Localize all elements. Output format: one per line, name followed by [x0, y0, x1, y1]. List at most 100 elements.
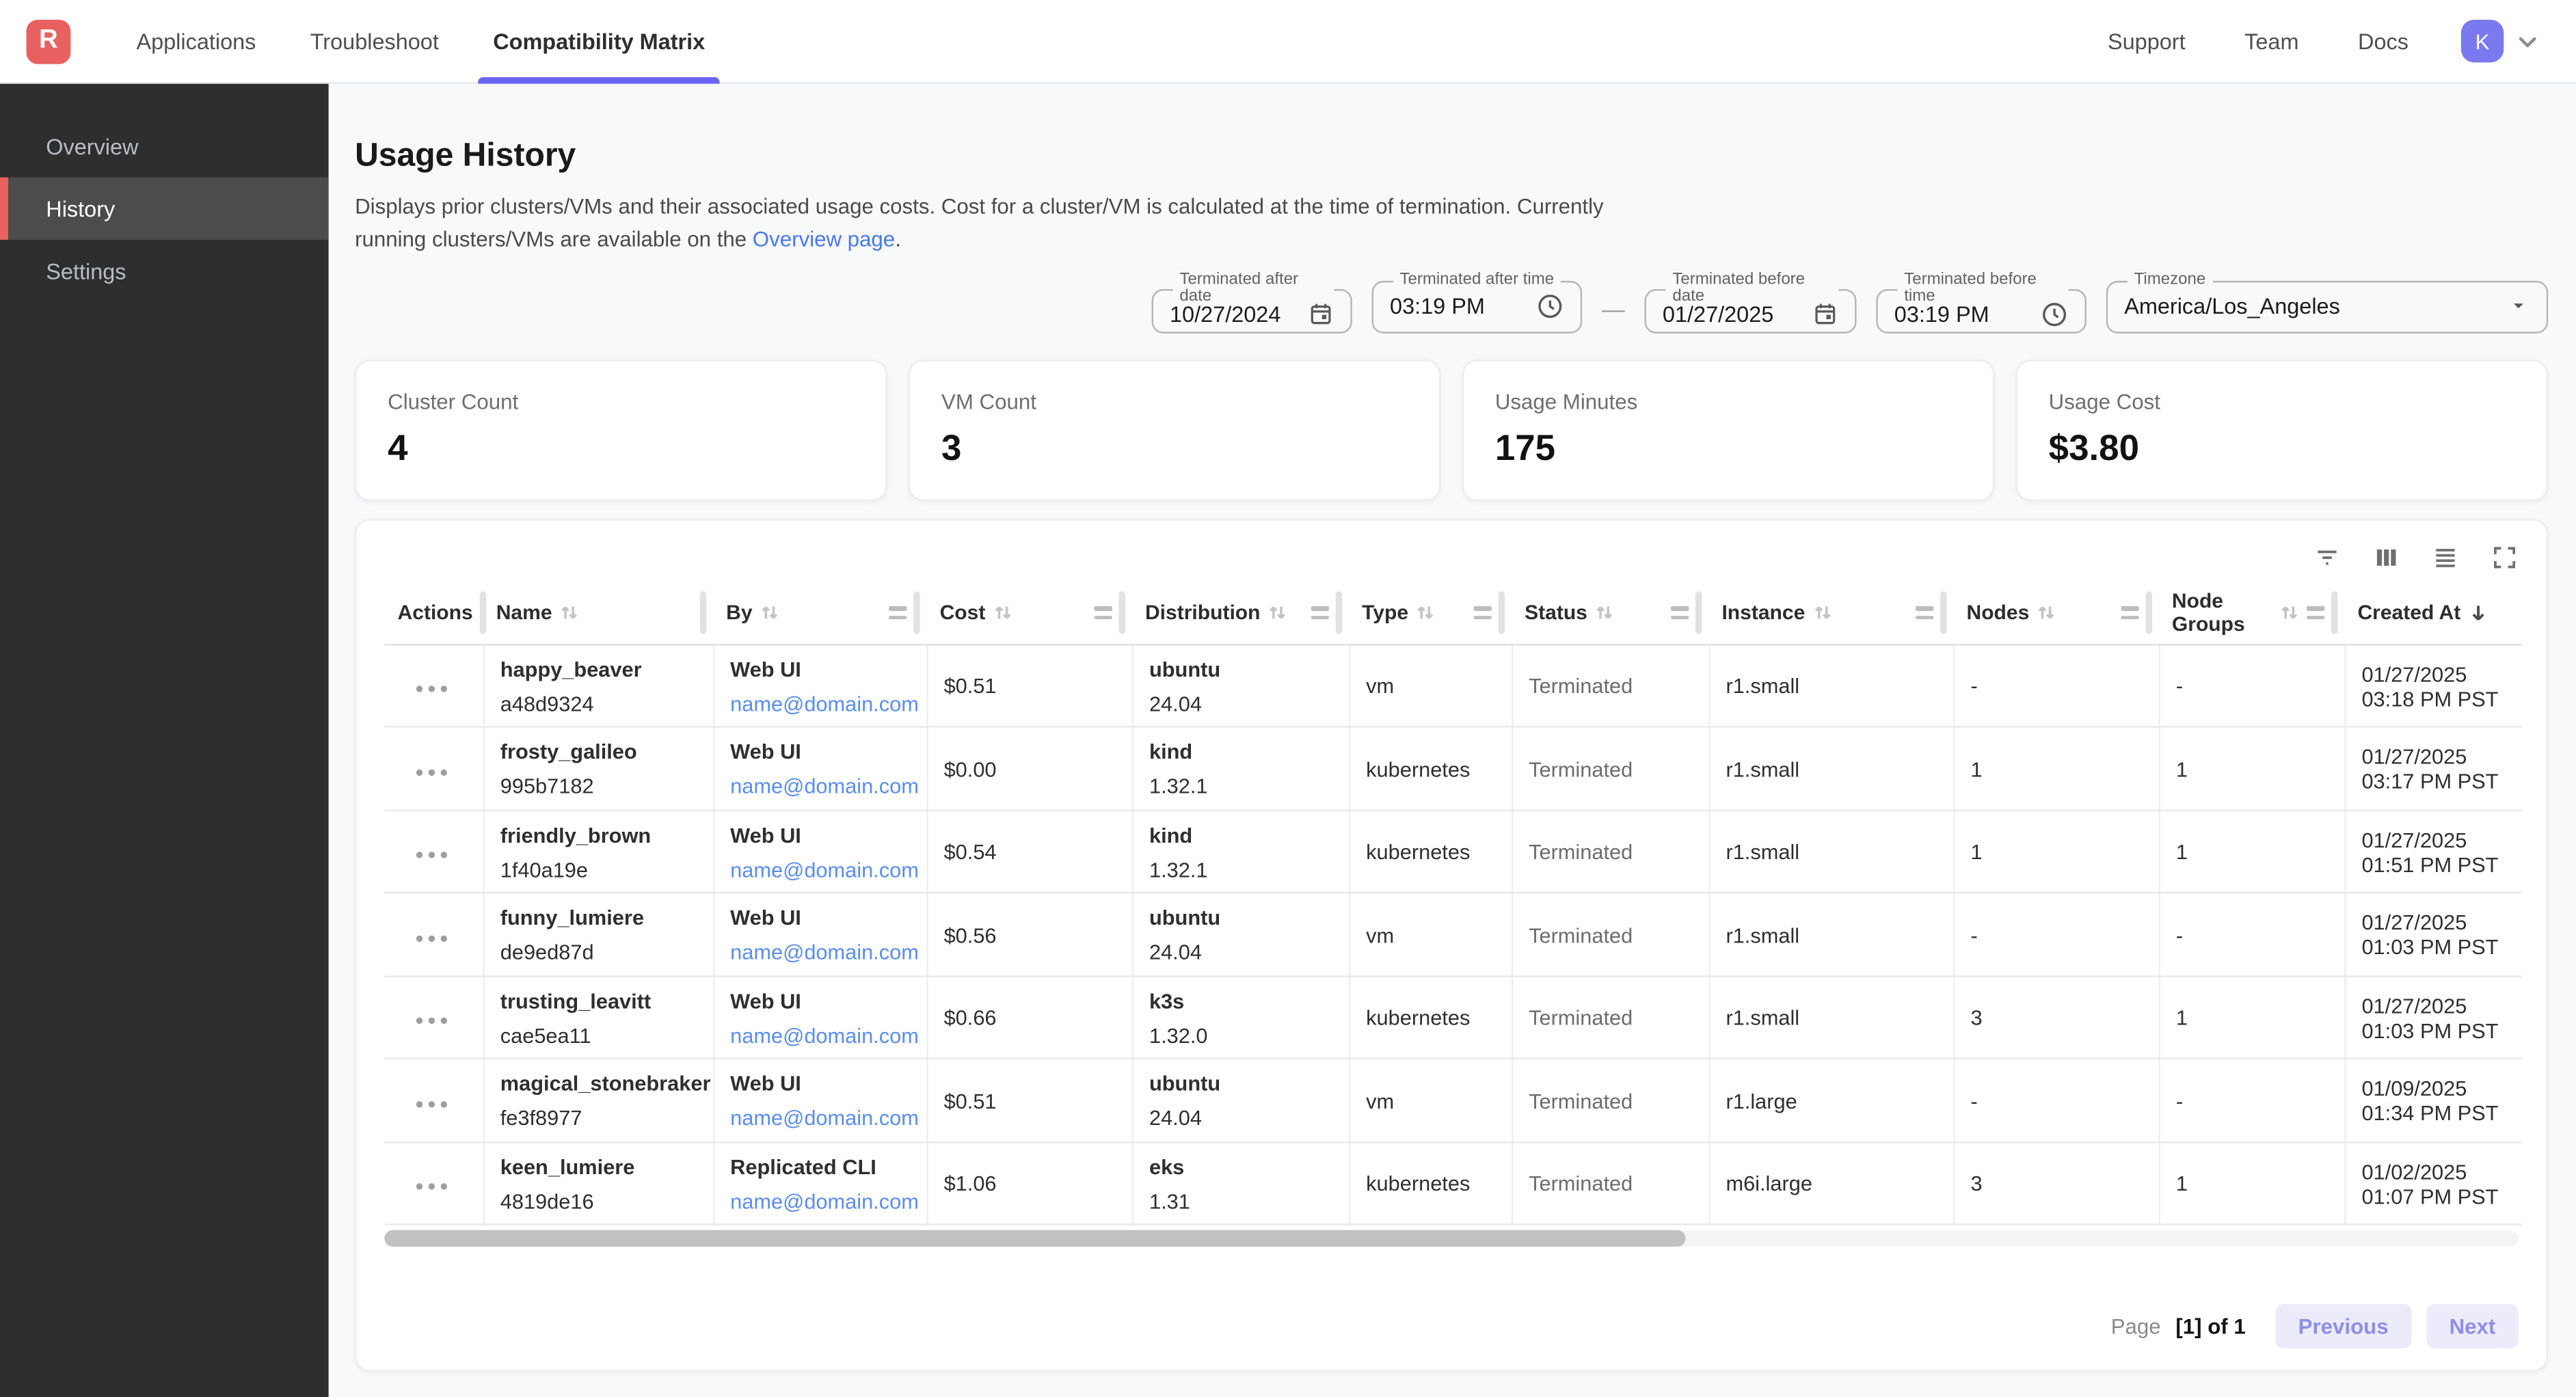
- column-menu-icon[interactable]: [2121, 606, 2139, 620]
- col-header-by[interactable]: By: [712, 582, 927, 645]
- calendar-icon[interactable]: [1812, 301, 1838, 327]
- field-label: Timezone: [2134, 271, 2206, 290]
- column-menu-icon[interactable]: [1311, 606, 1330, 620]
- created-date: 01/02/2025: [2361, 1158, 2467, 1184]
- table-row: ●●● frosty_galileo 995b7182 Web UI name@do…: [384, 727, 2522, 811]
- column-separator[interactable]: [2331, 591, 2338, 634]
- page-description: Displays prior clusters/VMs and their as…: [355, 191, 1669, 257]
- row-actions-button[interactable]: ●●●: [415, 1094, 452, 1111]
- col-header-type[interactable]: Type: [1348, 582, 1512, 645]
- calendar-icon[interactable]: [1308, 301, 1334, 327]
- clock-icon[interactable]: [1536, 292, 1564, 320]
- main-content: Usage History Displays prior clusters/VM…: [329, 84, 2576, 1397]
- row-actions-button[interactable]: ●●●: [415, 679, 452, 696]
- avatar[interactable]: K: [2460, 19, 2504, 63]
- stat-value: 175: [1494, 427, 1556, 469]
- created-by-source: Web UI: [730, 739, 801, 764]
- column-menu-icon[interactable]: [1094, 606, 1112, 620]
- created-by-email-link[interactable]: name@domain.com: [730, 1105, 919, 1130]
- tab-troubleshoot[interactable]: Troubleshoot: [310, 0, 439, 83]
- column-separator[interactable]: [1498, 591, 1505, 634]
- distribution-version: 1.31: [1149, 1188, 1190, 1213]
- col-header-nodes[interactable]: Nodes: [1953, 582, 2159, 645]
- col-label: Node Groups: [2171, 589, 2245, 636]
- column-menu-icon[interactable]: [1473, 606, 1492, 620]
- nav-link-team[interactable]: Team: [2244, 29, 2299, 54]
- filters-row: Terminated after date 10/27/2024 Termina…: [355, 271, 2549, 334]
- column-menu-icon[interactable]: [889, 606, 907, 620]
- column-menu-icon[interactable]: [2306, 606, 2325, 620]
- created-by-email-link[interactable]: name@domain.com: [730, 1022, 919, 1048]
- type-cell: vm: [1348, 1059, 1513, 1143]
- sidebar: Overview History Settings: [0, 83, 329, 1397]
- col-header-created-at[interactable]: Created At: [2344, 582, 2522, 645]
- nav-link-support[interactable]: Support: [2107, 29, 2186, 54]
- column-separator[interactable]: [1695, 591, 1702, 634]
- filter-icon[interactable]: [2313, 543, 2342, 571]
- row-actions-button[interactable]: ●●●: [415, 1012, 452, 1029]
- timezone-select[interactable]: Timezone America/Los_Angeles: [2106, 271, 2549, 334]
- column-menu-icon[interactable]: [1916, 606, 1934, 620]
- col-header-distribution[interactable]: Distribution: [1131, 582, 1349, 645]
- row-actions-button[interactable]: ●●●: [415, 845, 452, 863]
- dropdown-arrow-icon[interactable]: [2507, 295, 2530, 318]
- distribution-name: ubuntu: [1149, 905, 1221, 930]
- terminated-before-date-field[interactable]: Terminated before date 01/27/2025: [1644, 272, 1857, 334]
- row-actions-button[interactable]: ●●●: [415, 1178, 452, 1195]
- fullscreen-icon[interactable]: [2491, 543, 2519, 571]
- row-actions-button[interactable]: ●●●: [415, 763, 452, 780]
- stat-card-usage-cost: Usage Cost $3.80: [2015, 360, 2549, 502]
- previous-page-button[interactable]: Previous: [2275, 1304, 2412, 1349]
- column-separator[interactable]: [913, 591, 920, 634]
- created-by-email-link[interactable]: name@domain.com: [730, 773, 919, 798]
- created-by-email-link[interactable]: name@domain.com: [730, 856, 919, 882]
- next-page-button[interactable]: Next: [2426, 1304, 2519, 1349]
- terminated-after-time-field[interactable]: Terminated after time 03:19 PM: [1371, 272, 1583, 334]
- created-by-email-link[interactable]: name@domain.com: [730, 690, 919, 716]
- columns-icon[interactable]: [2372, 543, 2400, 571]
- replicated-logo[interactable]: R: [26, 18, 71, 64]
- density-icon[interactable]: [2432, 543, 2460, 571]
- row-actions-button[interactable]: ●●●: [415, 929, 452, 946]
- status-cell: Terminated: [1511, 893, 1710, 977]
- field-value: America/Los_Angeles: [2124, 293, 2340, 318]
- column-separator[interactable]: [1335, 591, 1343, 634]
- created-by-email-link[interactable]: name@domain.com: [730, 939, 919, 964]
- col-header-cost[interactable]: Cost: [926, 582, 1132, 645]
- nav-link-docs[interactable]: Docs: [2358, 29, 2409, 54]
- type-cell: kubernetes: [1348, 727, 1513, 811]
- cluster-name: funny_lumiere: [500, 905, 644, 930]
- nodes-cell: 3: [1953, 976, 2160, 1060]
- tab-compatibility-matrix[interactable]: Compatibility Matrix: [478, 0, 720, 83]
- column-separator[interactable]: [699, 591, 707, 634]
- tab-applications[interactable]: Applications: [136, 0, 256, 83]
- horizontal-scrollbar-thumb[interactable]: [384, 1230, 1687, 1247]
- col-header-status[interactable]: Status: [1511, 582, 1709, 645]
- column-separator[interactable]: [2145, 591, 2153, 634]
- column-separator[interactable]: [1940, 591, 1947, 634]
- sidebar-item-history[interactable]: History: [0, 177, 329, 240]
- created-by-email-link[interactable]: name@domain.com: [730, 1188, 919, 1213]
- overview-page-link[interactable]: Overview page: [752, 226, 896, 252]
- col-header-node-groups[interactable]: Node Groups: [2158, 582, 2345, 645]
- created-date: 01/27/2025: [2361, 744, 2467, 769]
- distribution-version: 1.32.0: [1149, 1022, 1208, 1048]
- sort-icon: [1415, 601, 1436, 625]
- created-by-source: Web UI: [730, 656, 801, 681]
- col-header-name[interactable]: Name: [483, 582, 713, 645]
- terminated-before-time-field[interactable]: Terminated before time 03:19 PM: [1876, 272, 2087, 334]
- sort-icon: [992, 601, 1013, 625]
- terminated-after-date-field[interactable]: Terminated after date 10/27/2024: [1151, 272, 1352, 334]
- column-menu-icon[interactable]: [1670, 606, 1689, 620]
- col-header-instance[interactable]: Instance: [1708, 582, 1954, 645]
- clock-icon[interactable]: [2041, 300, 2069, 328]
- column-separator[interactable]: [479, 591, 486, 634]
- logo-letter: R: [38, 26, 58, 55]
- sidebar-item-settings[interactable]: Settings: [46, 258, 126, 284]
- chevron-down-icon[interactable]: [2515, 29, 2540, 53]
- node-groups-cell: -: [2158, 893, 2346, 977]
- tab-label: Compatibility Matrix: [493, 29, 706, 54]
- tab-label: Troubleshoot: [310, 29, 439, 54]
- column-separator[interactable]: [1118, 591, 1126, 634]
- sidebar-item-overview[interactable]: Overview: [46, 133, 139, 159]
